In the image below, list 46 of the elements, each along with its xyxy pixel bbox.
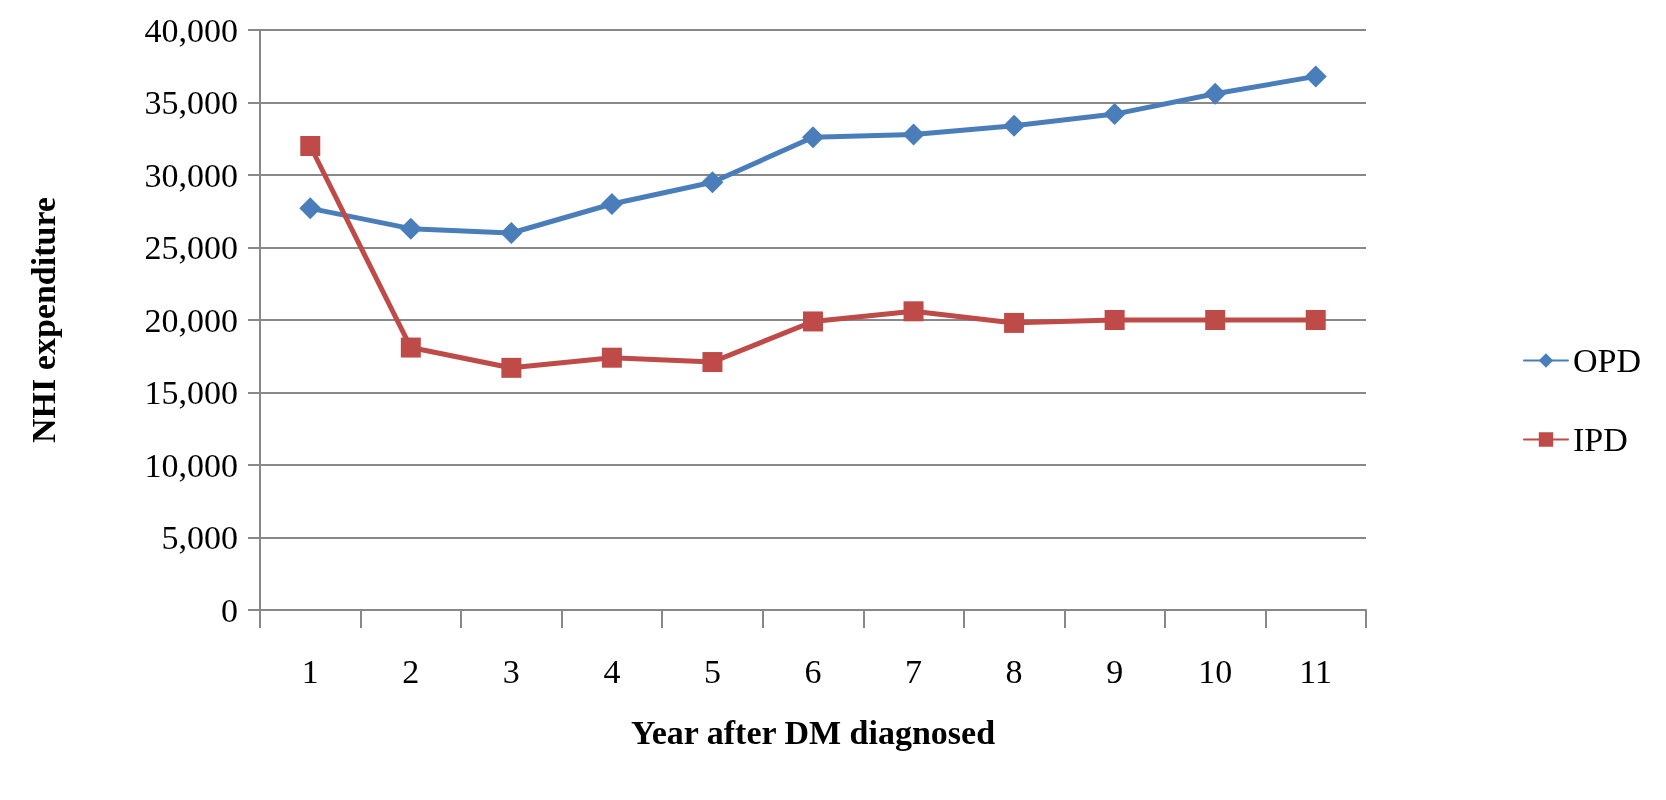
y-tick-label: 35,000 bbox=[144, 84, 238, 121]
point bbox=[399, 217, 422, 240]
y-tick-label: 5,000 bbox=[161, 519, 238, 556]
point bbox=[1104, 310, 1125, 330]
point bbox=[902, 123, 925, 146]
legend-label: IPD bbox=[1572, 421, 1628, 458]
y-tick-label: 20,000 bbox=[144, 301, 238, 339]
legend-label: OPD bbox=[1572, 342, 1642, 379]
x-tick-label: 6 bbox=[804, 652, 822, 690]
x-tick-label: 8 bbox=[1005, 652, 1023, 690]
point bbox=[701, 171, 724, 194]
x-tick-label: 11 bbox=[1299, 652, 1333, 690]
y-axis-title: NHI expenditure bbox=[24, 197, 62, 443]
point bbox=[500, 222, 523, 244]
x-tick-label: 10 bbox=[1198, 652, 1233, 690]
y-tick-label: 40,000 bbox=[144, 11, 238, 49]
point bbox=[400, 337, 421, 358]
point bbox=[1205, 310, 1226, 330]
x-tick-label: 1 bbox=[301, 652, 319, 690]
point bbox=[501, 357, 522, 378]
x-tick-label: 7 bbox=[905, 652, 923, 690]
y-tick-label: 10,000 bbox=[144, 446, 238, 484]
point bbox=[1003, 114, 1026, 137]
point bbox=[1103, 103, 1126, 126]
point bbox=[803, 311, 823, 332]
point bbox=[1305, 310, 1326, 330]
point bbox=[1304, 65, 1327, 88]
point bbox=[702, 352, 723, 373]
x-axis-title: Year after DM diagnosed bbox=[630, 713, 996, 751]
x-tick-label: 2 bbox=[402, 652, 420, 690]
point bbox=[300, 136, 321, 156]
x-tick-label: 3 bbox=[502, 652, 520, 690]
y-tick-label: 25,000 bbox=[144, 229, 238, 266]
x-tick-label: 4 bbox=[603, 652, 621, 690]
point bbox=[601, 347, 622, 368]
point bbox=[802, 126, 824, 149]
x-tick-label: 5 bbox=[703, 652, 721, 690]
point bbox=[299, 197, 322, 220]
y-tick-label: 30,000 bbox=[144, 156, 238, 194]
point bbox=[903, 301, 924, 322]
y-tick-label: 0 bbox=[221, 591, 238, 629]
y-tick-label: 15,000 bbox=[144, 374, 238, 411]
x-tick-label: 9 bbox=[1106, 652, 1124, 690]
point bbox=[1204, 82, 1227, 105]
point bbox=[600, 193, 623, 215]
point bbox=[1004, 312, 1025, 333]
